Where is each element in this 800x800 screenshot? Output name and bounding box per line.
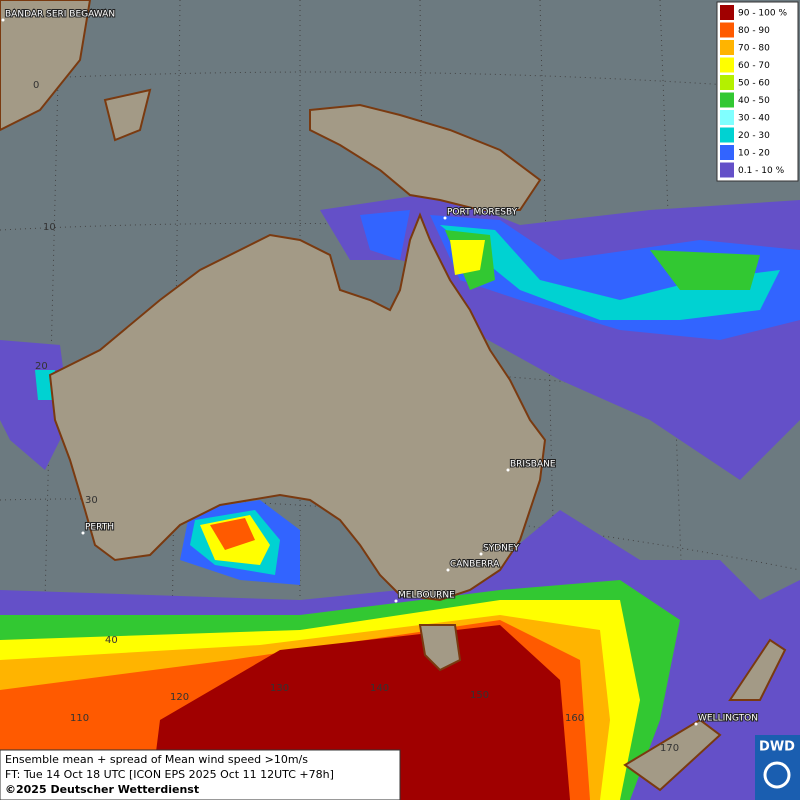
legend-label: 50 - 60 xyxy=(738,79,770,89)
city-dot xyxy=(694,722,698,726)
info-line: ©2025 Deutscher Wetterdienst xyxy=(5,783,199,796)
info-line: FT: Tue 14 Oct 18 UTC [ICON EPS 2025 Oct… xyxy=(5,768,334,781)
city-label: PORT MORESBY xyxy=(447,208,518,218)
grid-label: 140 xyxy=(370,683,389,694)
grid-label: 130 xyxy=(270,683,289,694)
legend-swatch xyxy=(720,40,734,55)
city-label: SYDNEY xyxy=(483,544,520,554)
legend-label: 20 - 30 xyxy=(738,131,770,141)
grid-label: 120 xyxy=(170,692,189,703)
city-dot xyxy=(81,531,85,535)
grid-label: 20 xyxy=(35,361,48,372)
legend-swatch xyxy=(720,162,734,178)
city-label: WELLINGTON xyxy=(698,714,758,724)
city-label: PERTH xyxy=(85,523,114,533)
legend-label: 90 - 100 % xyxy=(738,9,787,19)
city-label: BANDAR SERI BEGAWAN xyxy=(5,10,115,20)
grid-label: 110 xyxy=(70,713,89,724)
city-label: CANBERRA xyxy=(450,560,500,570)
info-box xyxy=(0,749,401,800)
legend-label: 0.1 - 10 % xyxy=(738,166,785,176)
labels: BANDAR SERI BEGAWAN PORT MORESBY BRISBANE S… xyxy=(1,9,759,754)
legend: 90 - 100 % 80 - 90 70 - 80 60 - 70 50 - 60 40… xyxy=(716,1,799,182)
legend-swatch xyxy=(720,5,734,20)
logo: DWD xyxy=(759,740,795,755)
legend-swatch xyxy=(720,57,734,73)
info-line: Ensemble mean + spread of Mean wind spee… xyxy=(5,753,308,766)
grid-label: 10 xyxy=(43,222,56,233)
legend-label: 30 - 40 xyxy=(738,114,770,124)
legend-swatch xyxy=(720,145,734,160)
city-label: BRISBANE xyxy=(510,460,556,470)
legend-swatch xyxy=(720,92,734,108)
legend-label: 40 - 50 xyxy=(738,96,770,106)
city-dot xyxy=(446,568,450,572)
grid-label: 150 xyxy=(470,690,489,701)
city-dot xyxy=(443,216,447,220)
grid-label: 0 xyxy=(33,80,39,91)
legend-swatch xyxy=(720,110,734,125)
city-dot xyxy=(394,599,398,603)
legend-label: 10 - 20 xyxy=(738,149,770,159)
grid-label: 160 xyxy=(565,713,584,724)
city-label: MELBOURNE xyxy=(398,591,455,601)
legend-swatch xyxy=(720,127,734,143)
legend-label: 60 - 70 xyxy=(738,61,770,71)
logo-box xyxy=(755,735,800,800)
land xyxy=(0,0,787,792)
city-dot xyxy=(1,18,5,22)
grid-label: 170 xyxy=(660,743,679,754)
legend-label: 70 - 80 xyxy=(738,44,770,54)
legend-label: 80 - 90 xyxy=(738,26,770,36)
city-dot xyxy=(479,552,483,556)
legend-swatch xyxy=(720,22,734,38)
city-dot xyxy=(506,468,510,472)
grid-label: 40 xyxy=(105,635,118,646)
grid-label: 30 xyxy=(85,495,98,506)
logo-swirl xyxy=(763,761,791,789)
legend-swatch xyxy=(720,75,734,90)
